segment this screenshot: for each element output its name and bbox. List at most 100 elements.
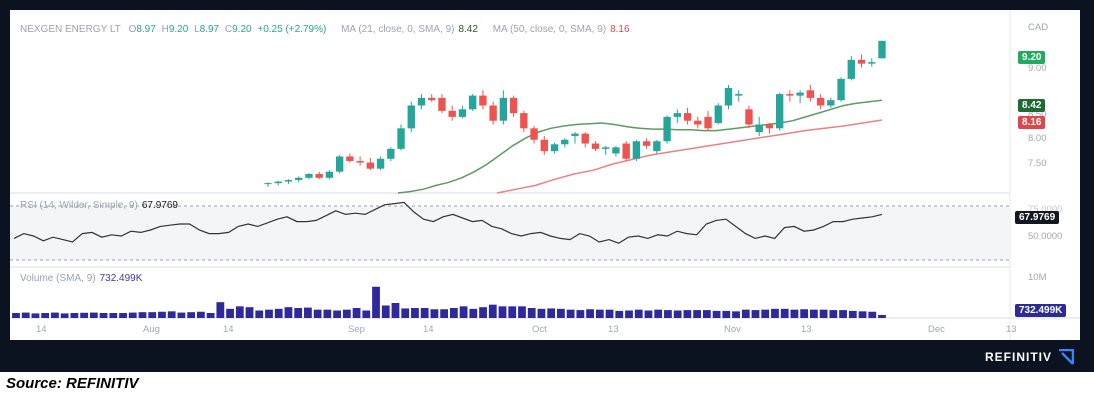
candle-48	[745, 105, 753, 129]
candle-body	[315, 173, 323, 178]
candle-3	[284, 179, 293, 184]
ma21-label[interactable]: MA (21, close, 0, SMA, 9)	[341, 24, 455, 35]
volume-bar-61	[595, 309, 604, 318]
candle-33	[591, 141, 600, 152]
volume-bar-13	[128, 312, 137, 318]
volume-bar-74	[722, 310, 731, 318]
volume-bar-33	[323, 309, 332, 318]
symbol-name[interactable]: NEXGEN ENERGY LT	[20, 24, 121, 35]
rsi-label[interactable]: RSI (14, Wilder, Simple, 9)	[20, 200, 138, 211]
price-tick-850: 8.50	[1028, 109, 1047, 120]
candle-14	[397, 124, 405, 151]
volume-bar-35	[342, 309, 351, 318]
candle-46	[724, 84, 733, 110]
candle-body	[571, 133, 579, 136]
candle-body	[816, 97, 825, 106]
volume-value: 732.499K	[99, 273, 143, 284]
volume-bar-38	[372, 286, 380, 318]
volume-bar-31	[304, 307, 312, 318]
candle-body	[561, 139, 569, 145]
candle-body	[673, 113, 682, 117]
volume-bar-89	[868, 311, 877, 318]
candle-6	[315, 171, 323, 180]
candle-50	[765, 123, 774, 134]
volume-bar-90	[878, 314, 886, 318]
open-label: O	[128, 24, 137, 35]
candle-57	[837, 77, 845, 102]
candle-17	[428, 94, 436, 102]
volume-bar-45	[440, 309, 449, 318]
candle-body	[458, 109, 467, 117]
volume-bar-66	[644, 310, 653, 318]
ma50-label[interactable]: MA (50, close, 0, SMA, 9)	[492, 24, 607, 35]
candle-52	[786, 90, 794, 102]
candle-2	[274, 180, 282, 186]
candle-body	[305, 173, 313, 178]
volume-bar-70	[683, 310, 692, 318]
candle-5	[305, 173, 313, 180]
volume-bar-11	[109, 313, 118, 318]
volume-tick-10m: 10M	[1028, 272, 1047, 283]
candle-18	[438, 94, 446, 114]
candle-body	[796, 92, 804, 96]
volume-bar-48	[469, 308, 478, 318]
rsi-tick-75: 75.0000	[1028, 204, 1063, 215]
candle-9	[346, 153, 354, 163]
volume-bar-46	[449, 308, 458, 318]
candle-58	[847, 56, 855, 81]
candle-59	[857, 54, 866, 68]
candle-43	[694, 116, 702, 129]
candle-body	[714, 105, 722, 123]
x-label-8: Nov	[724, 324, 741, 335]
candle-body	[745, 109, 753, 125]
x-label-5: 14	[423, 324, 434, 335]
x-label-2: Aug	[143, 324, 160, 335]
candle-body	[438, 97, 446, 111]
candle-22	[479, 90, 487, 110]
candle-23	[489, 101, 497, 125]
volume-bar-43	[420, 308, 429, 318]
candle-body	[878, 40, 886, 59]
candle-44	[704, 110, 712, 131]
candle-body	[786, 94, 794, 96]
candle-body	[663, 116, 671, 142]
candle-body	[632, 141, 641, 159]
candle-body	[724, 88, 733, 106]
volume-bar-39	[381, 305, 390, 318]
candle-body	[428, 97, 436, 101]
volume-bar-32	[313, 309, 322, 318]
candle-body	[642, 141, 651, 146]
candle-body	[622, 143, 630, 159]
volume-bar-57	[557, 308, 565, 318]
ma50-value: 8.16	[610, 24, 630, 35]
volume-label[interactable]: Volume (SMA, 9)	[20, 273, 96, 284]
volume-bar-54	[527, 308, 536, 318]
volume-bar-83	[809, 309, 818, 318]
candle-12	[376, 156, 385, 171]
volume-bar-18	[177, 312, 186, 318]
candle-28	[540, 135, 548, 155]
candle-19	[448, 105, 456, 121]
volume-bar-25	[245, 307, 254, 318]
volume-bar-19	[187, 312, 196, 318]
chart-canvas[interactable]	[10, 10, 1080, 340]
x-label-3: 14	[223, 324, 234, 335]
volume-bar-58	[566, 309, 575, 318]
volume-bar-8	[80, 312, 89, 318]
ma21-line	[397, 99, 883, 194]
high-label: H	[161, 24, 169, 35]
chart-frame: NEXGEN ENERGY LT O8.97 H9.20 L8.97 C9.20…	[0, 0, 1094, 372]
volume-bar-88	[858, 311, 867, 318]
volume-bar-2	[21, 312, 30, 318]
candle-61	[878, 40, 886, 59]
candle-body	[325, 171, 334, 178]
volume-bar-71	[693, 310, 702, 318]
x-label-10: Dec	[928, 324, 945, 335]
x-label-6: Oct	[532, 324, 547, 335]
candle-body	[264, 183, 272, 185]
price-legend: NEXGEN ENERGY LT O8.97 H9.20 L8.97 C9.20…	[20, 24, 630, 35]
volume-bar-67	[654, 309, 663, 318]
candle-49	[755, 116, 763, 136]
volume-bar-20	[196, 311, 205, 318]
candle-39	[653, 139, 661, 154]
